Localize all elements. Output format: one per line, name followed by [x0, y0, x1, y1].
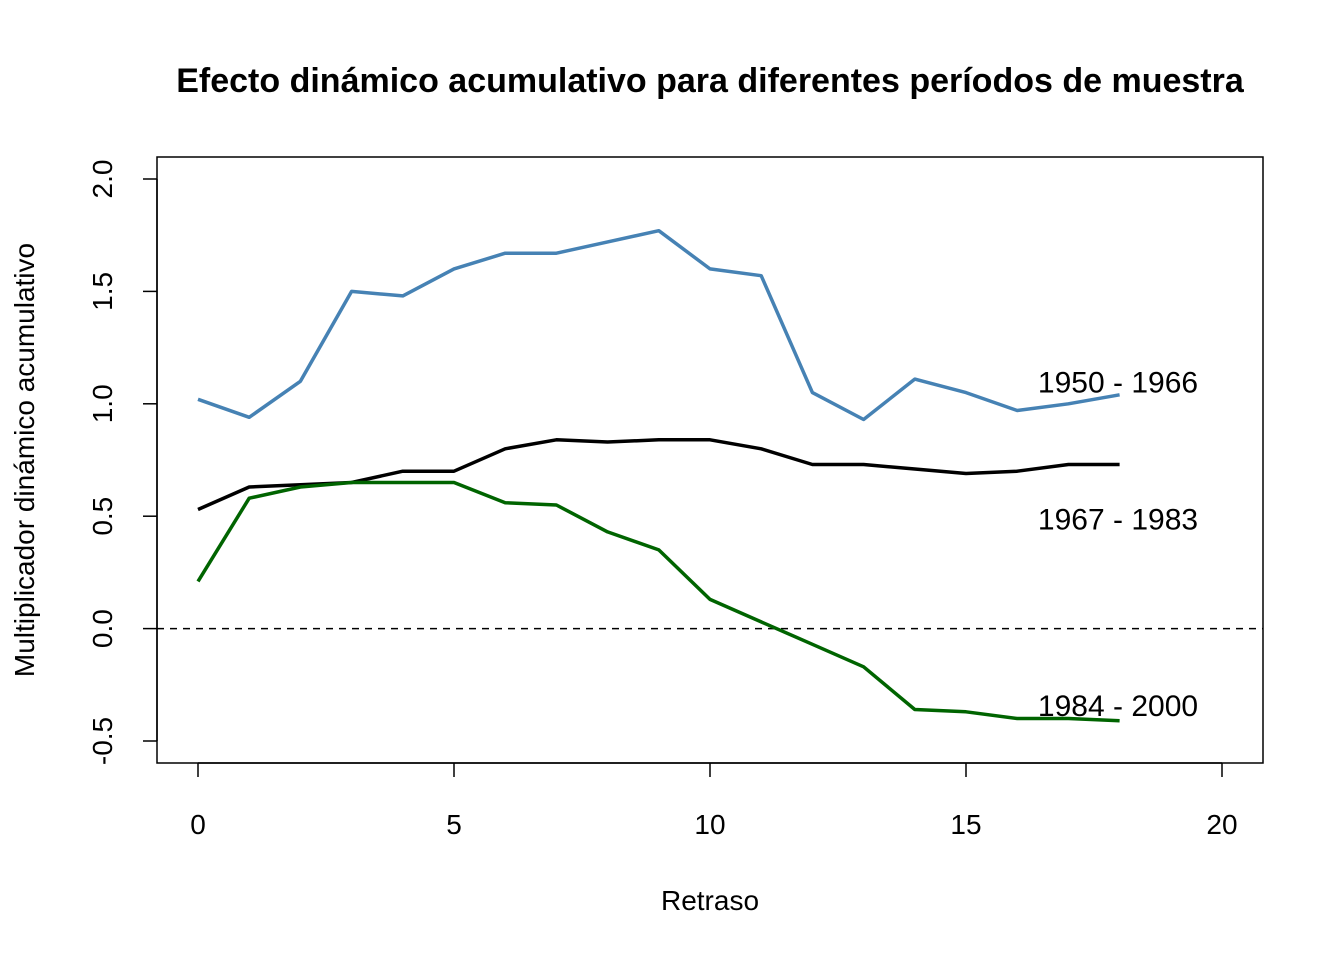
y-tick-label: 0.5 — [87, 497, 118, 536]
series-label-2: 1984 - 2000 — [1038, 690, 1198, 723]
x-tick-label: 10 — [694, 809, 725, 840]
x-tick-label: 5 — [446, 809, 462, 840]
series-label-0: 1950 - 1966 — [1038, 366, 1198, 399]
x-tick-label: 20 — [1206, 809, 1237, 840]
series-labels: 1950 - 1966 1967 - 1983 1984 - 2000 — [1038, 366, 1198, 723]
y-tick-label: 1.0 — [87, 384, 118, 423]
x-axis-label: Retraso — [661, 885, 759, 916]
chart-title: Efecto dinámico acumulativo para diferen… — [176, 62, 1245, 100]
series-line-1 — [197, 438, 1120, 512]
y-axis: -0.5 0.0 0.5 1.0 1.5 2.0 — [87, 160, 158, 765]
series-line-2 — [196, 480, 1120, 723]
y-tick-label: 1.5 — [87, 272, 118, 311]
series-lines — [196, 228, 1120, 723]
x-tick-label: 0 — [190, 809, 206, 840]
series-label-1: 1967 - 1983 — [1038, 503, 1198, 536]
y-tick-label: 2.0 — [87, 160, 118, 199]
y-tick-label: 0.0 — [87, 609, 118, 648]
y-tick-label: -0.5 — [87, 717, 118, 765]
x-tick-label: 15 — [950, 809, 981, 840]
y-axis-label: Multiplicador dinámico acumulativo — [9, 243, 40, 677]
plot-area-frame — [156, 156, 1264, 764]
series-line-0 — [197, 228, 1120, 422]
x-axis: 0 5 10 15 20 — [190, 762, 1238, 840]
